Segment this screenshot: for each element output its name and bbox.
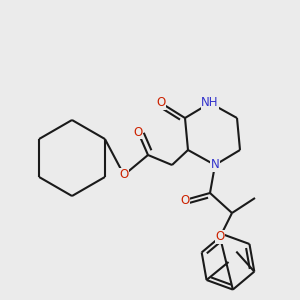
Text: O: O <box>156 97 166 110</box>
Text: N: N <box>211 158 219 172</box>
Text: O: O <box>134 125 142 139</box>
Text: O: O <box>215 230 225 244</box>
Text: O: O <box>180 194 190 206</box>
Text: NH: NH <box>201 97 219 110</box>
Text: O: O <box>119 169 129 182</box>
